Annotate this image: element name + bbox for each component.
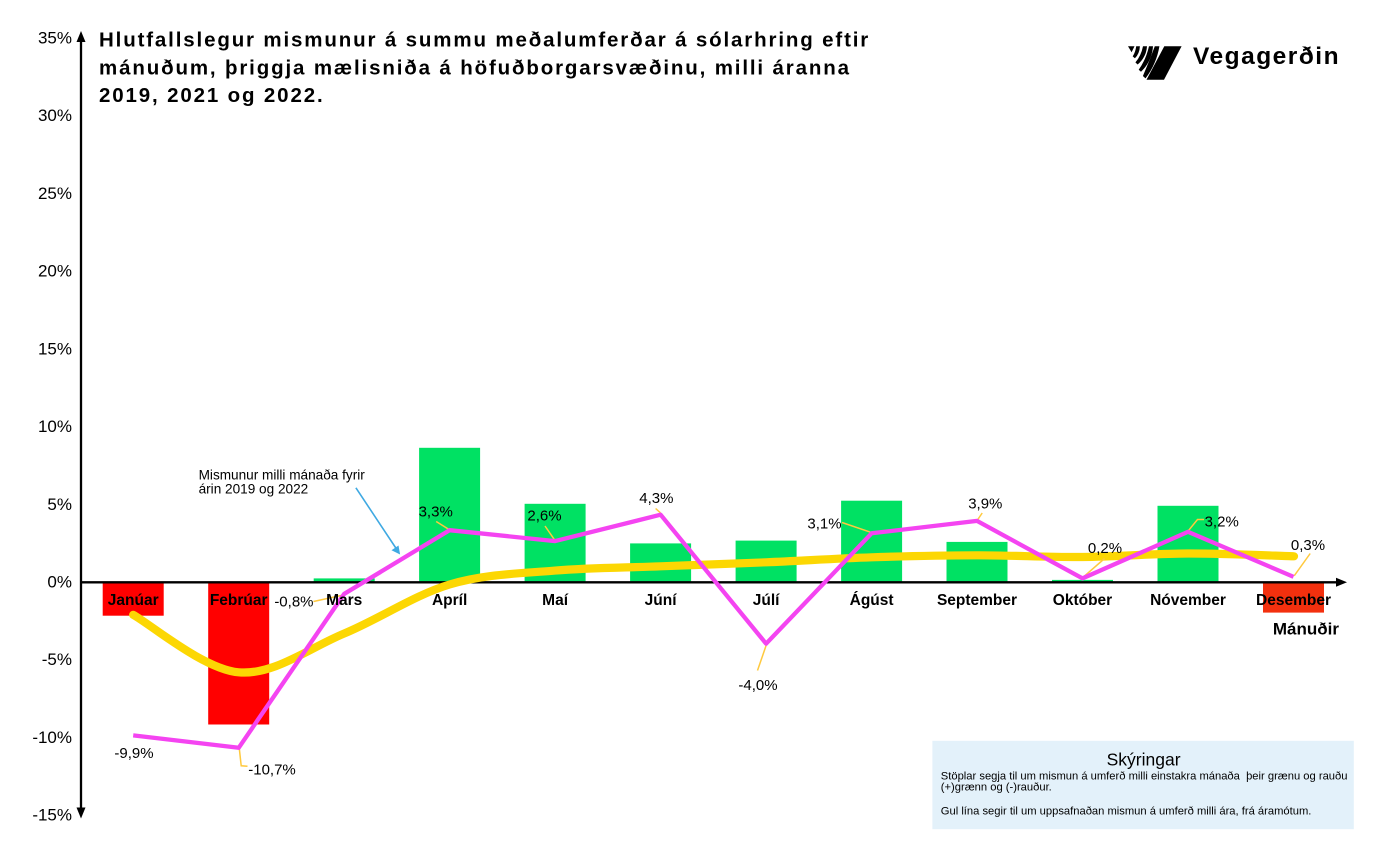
- svg-text:Skýringar: Skýringar: [1107, 750, 1181, 770]
- svg-text:3,1%: 3,1%: [807, 516, 841, 533]
- svg-text:Nóvember: Nóvember: [1150, 592, 1226, 609]
- svg-text:-4,0%: -4,0%: [738, 677, 777, 694]
- svg-text:Gul lína segir til um uppsafna: Gul lína segir til um uppsafnaðan mismun…: [941, 806, 1312, 818]
- svg-text:-9,9%: -9,9%: [114, 745, 153, 762]
- svg-text:3,3%: 3,3%: [419, 503, 453, 520]
- svg-text:Maí: Maí: [542, 592, 569, 609]
- svg-text:10%: 10%: [38, 417, 72, 436]
- svg-text:3,2%: 3,2%: [1205, 514, 1239, 531]
- svg-text:-10,7%: -10,7%: [248, 762, 296, 779]
- svg-text:35%: 35%: [38, 29, 72, 48]
- svg-text:Vegagerðin: Vegagerðin: [1193, 43, 1340, 70]
- svg-text:-0,8%: -0,8%: [274, 594, 313, 611]
- svg-text:2,6%: 2,6%: [527, 508, 561, 525]
- svg-text:Febrúar: Febrúar: [210, 592, 268, 609]
- svg-text:Ágúst: Ágúst: [850, 592, 894, 609]
- svg-text:0%: 0%: [47, 573, 72, 592]
- svg-text:Apríl: Apríl: [432, 592, 467, 609]
- svg-text:árin 2019 og 2022: árin 2019 og 2022: [199, 481, 309, 496]
- svg-text:Mismunur milli mánaða fyrir: Mismunur milli mánaða fyrir: [199, 468, 366, 483]
- svg-text:Júní: Júní: [645, 592, 678, 609]
- svg-text:Mánuðir: Mánuðir: [1273, 620, 1339, 639]
- svg-text:4,3%: 4,3%: [639, 490, 673, 507]
- svg-text:Mars: Mars: [326, 592, 362, 609]
- svg-text:mánuðum, þriggja mælisniða á h: mánuðum, þriggja mælisniða á höfuðborgar…: [99, 56, 851, 79]
- svg-text:0,2%: 0,2%: [1088, 540, 1122, 557]
- svg-text:-10%: -10%: [32, 728, 72, 747]
- svg-text:25%: 25%: [38, 184, 72, 203]
- svg-text:Hlutfallslegur mismunur á summ: Hlutfallslegur mismunur á summu meðalumf…: [99, 29, 870, 52]
- svg-text:5%: 5%: [47, 495, 72, 514]
- svg-text:Desember: Desember: [1256, 592, 1331, 609]
- svg-text:2019, 2021 og 2022.: 2019, 2021 og 2022.: [99, 84, 325, 107]
- svg-text:-5%: -5%: [42, 650, 72, 669]
- svg-text:20%: 20%: [38, 262, 72, 281]
- svg-text:Stöplar segja til um mismun á: Stöplar segja til um mismun á umferð mil…: [941, 771, 1348, 783]
- svg-text:3,9%: 3,9%: [968, 496, 1002, 513]
- svg-text:Október: Október: [1053, 592, 1112, 609]
- svg-text:Janúar: Janúar: [108, 592, 159, 609]
- svg-text:30%: 30%: [38, 106, 72, 125]
- svg-text:September: September: [937, 592, 1017, 609]
- svg-text:(+)grænn og (-)rauður.: (+)grænn og (-)rauður.: [941, 782, 1052, 794]
- svg-text:0,3%: 0,3%: [1291, 537, 1325, 554]
- svg-text:-15%: -15%: [32, 806, 72, 825]
- svg-text:15%: 15%: [38, 339, 72, 358]
- svg-text:Júlí: Júlí: [753, 592, 780, 609]
